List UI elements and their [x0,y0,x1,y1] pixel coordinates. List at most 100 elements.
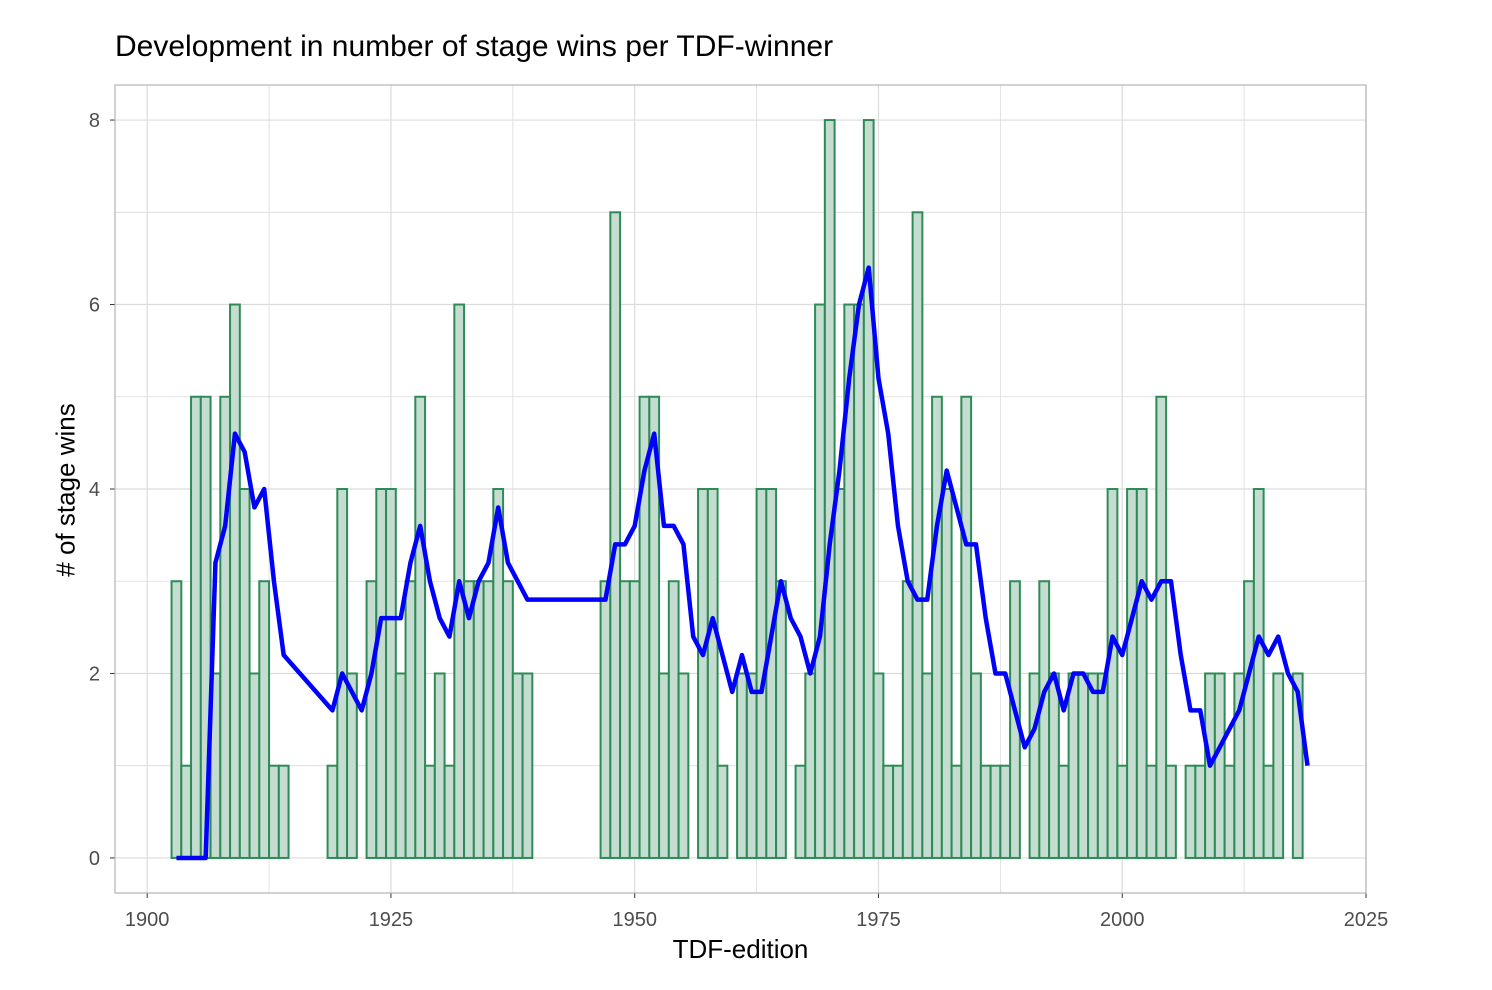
bar-1984 [960,395,973,859]
bar-1934 [472,580,485,859]
bar-1930 [433,672,446,859]
bar-1939 [521,672,534,859]
bar-1985 [970,672,982,859]
y-tick-label: 8 [89,110,100,132]
bar-1979 [911,211,924,859]
bar-1933 [463,580,475,859]
bar-1914 [277,764,290,859]
x-tick-label: 1900 [125,909,170,931]
x-tick-label: 1925 [369,909,414,931]
bar-1980 [921,672,934,859]
bar-1971 [833,488,846,859]
bar-1988 [999,764,1012,859]
bar-2014 [1252,488,1265,859]
y-tick-label: 4 [89,479,100,501]
bar-1925 [385,488,397,859]
bar-1981 [931,395,943,859]
bar-1995 [1067,672,1080,859]
bar-1909 [229,303,241,859]
bar-1948 [609,211,622,859]
bar-1962 [745,672,758,859]
bar-1965 [775,580,787,859]
bar-2001 [1126,488,1138,859]
bar-2013 [1243,580,1255,859]
bar-1905 [190,395,202,859]
bar-2016 [1272,672,1285,859]
bar-2004 [1155,395,1168,859]
bar-2008 [1194,764,1207,859]
bar-2007 [1184,764,1197,859]
bar-1937 [502,580,514,859]
bar-1926 [394,672,407,859]
bar-1977 [892,764,904,859]
bar-1923 [365,580,378,859]
bar-1974 [862,119,875,859]
bar-1938 [511,672,524,859]
bar-2018 [1291,672,1304,859]
x-axis-label: TDF-edition [672,934,809,964]
bar-1969 [814,303,826,859]
bar-1931 [443,764,456,859]
y-tick-label: 2 [89,663,100,685]
bar-2011 [1223,764,1236,859]
trend-line [176,265,1310,861]
bar-1994 [1057,764,1070,859]
bar-1968 [804,672,817,859]
chart-title: Development in number of stage wins per … [115,30,834,63]
bar-1953 [658,672,670,859]
bar-1964 [765,488,778,859]
bar-2003 [1145,764,1158,859]
bar-1959 [716,764,729,859]
bar-1982 [940,488,953,859]
y-tick-label: 6 [89,295,100,317]
bar-1928 [414,395,427,859]
bar-1978 [901,580,914,859]
bar-1921 [346,672,358,859]
bar-1992 [1038,580,1051,859]
bar-1924 [375,488,388,859]
bar-1996 [1077,672,1090,859]
bar-1935 [482,580,495,859]
bar-1983 [950,764,963,859]
y-tick-label: 0 [89,848,100,870]
bar-1975 [872,672,885,859]
bar-1987 [989,764,1002,859]
bar-1997 [1087,672,1099,859]
bar-2010 [1213,672,1226,859]
x-tick-label: 2025 [1344,909,1389,931]
bar-1970 [823,119,836,859]
bar-1910 [238,488,251,859]
bar-2002 [1135,488,1148,859]
panel-border [114,84,1367,894]
bar-1911 [248,672,261,859]
bar-1967 [794,764,807,859]
bar-1986 [979,764,992,859]
bar-2000 [1116,764,1129,859]
bar-1958 [706,488,719,859]
bar-1952 [648,395,661,859]
bar-1999 [1106,488,1119,859]
bar-2005 [1165,764,1177,859]
x-tick-label: 1950 [612,909,657,931]
bar-1993 [1048,672,1060,859]
bar-1949 [619,580,631,859]
bar-1961 [736,672,748,859]
bar-1936 [492,488,505,859]
bar-1973 [853,303,865,859]
bar-1954 [667,580,680,859]
x-tick-label: 1975 [856,909,901,931]
bar-1998 [1096,672,1109,859]
bar-1908 [219,395,232,859]
bar-1989 [1009,580,1021,859]
bar-1950 [628,580,641,859]
bar-1976 [882,764,895,859]
bar-1927 [404,580,417,859]
bar-1955 [677,672,690,859]
bar-2015 [1262,764,1275,859]
bar-1903 [170,580,183,859]
bar-1913 [268,764,280,859]
bar-1947 [599,580,612,859]
bar-1919 [326,764,339,859]
bar-1904 [180,764,193,859]
